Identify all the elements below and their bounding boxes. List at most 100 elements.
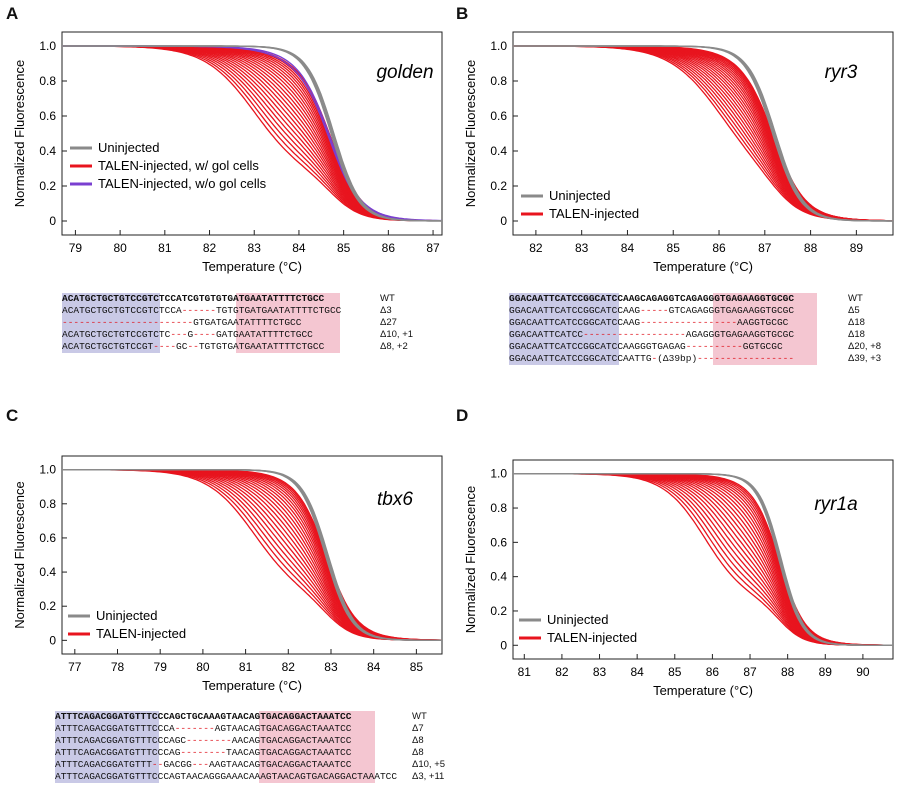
- y-tick-label: 0.4: [490, 144, 507, 158]
- y-tick-label: 1.0: [39, 463, 56, 477]
- mutation-label: Δ10, +1: [380, 329, 414, 340]
- sequence-text: GGACAATTCATCCGGCATCCAAGCAGAGGTCAGAGGGTGA…: [509, 293, 795, 304]
- x-axis-label: Temperature (°C): [202, 259, 302, 274]
- curves-group: [62, 45, 442, 222]
- sequence-text: ATTTCAGACGGATGTTT--GACGG---AAGTAACAGTGAC…: [55, 759, 352, 770]
- x-tick-label: 89: [850, 241, 864, 255]
- sequence-text: ACATGCTGCTGTCCGTCTCCATCGTGTGTGATGAATATTT…: [62, 293, 325, 304]
- sequence-row: ATTTCAGACGGATGTTTCCCAGCTGCAAAGTAACAGTGAC…: [55, 711, 427, 723]
- x-tick-label: 86: [382, 241, 396, 255]
- x-axis-label: Temperature (°C): [653, 683, 753, 698]
- curves-group: [513, 472, 893, 647]
- sequence-row: GGACAATTCATCC------------------AGAGGGTGA…: [509, 329, 865, 341]
- y-tick-label: 0: [500, 214, 507, 228]
- sequence-row: GGACAATTCATCCGGCATCCAAG-----GTCAGAGGGTGA…: [509, 305, 860, 317]
- legend-label: TALEN-injected: [549, 206, 639, 221]
- x-tick-label: 82: [529, 241, 543, 255]
- panel-letter: C: [6, 406, 19, 425]
- sequence-text: ATTTCAGACGGATGTTTCCCAGC--------AACAGTGAC…: [55, 735, 352, 746]
- talen-site-right-highlight: [236, 293, 340, 353]
- melt-curve-chart: 0 0.2 0.4 0.6 0.8 1.0 77 78 79 80 81 82 83 84 85 Temper…: [12, 455, 443, 693]
- y-tick-label: 1.0: [39, 39, 56, 53]
- sequence-row: ATTTCAGACGGATGTTTCCCAGTAACAGGGAAACAAAGTA…: [55, 771, 444, 783]
- talen-site-right-highlight: [713, 293, 817, 365]
- legend-label: Uninjected: [547, 612, 608, 627]
- x-tick-label: 82: [555, 665, 569, 679]
- gene-name: tbx6: [377, 489, 413, 510]
- mutation-label: WT: [380, 293, 395, 304]
- sequence-text: ACATGCTGCTGTCCGT----GC--TGTGTGATGAATATTT…: [62, 341, 325, 352]
- x-tick-label: 82: [203, 241, 217, 255]
- x-axis-label: Temperature (°C): [653, 259, 753, 274]
- x-tick-label: 83: [248, 241, 262, 255]
- sequence-text: ATTTCAGACGGATGTTTCCCA-------AGTAACAGTGAC…: [55, 723, 352, 734]
- y-tick-label: 0.4: [39, 144, 56, 158]
- melt-curve-chart: 0 0.2 0.4 0.6 0.8 1.0 79 80 81 82 83 84 85 86 87 Temper…: [12, 31, 443, 274]
- x-tick-label: 85: [337, 241, 351, 255]
- y-tick-label: 0.6: [490, 109, 507, 123]
- x-tick-label: 79: [154, 660, 168, 674]
- y-tick-label: 0.8: [39, 74, 56, 88]
- x-tick-label: 83: [575, 241, 589, 255]
- mutation-label: Δ18: [848, 329, 865, 340]
- x-tick-label: 86: [706, 665, 720, 679]
- plot-frame: [512, 459, 894, 660]
- plot-frame: [512, 31, 894, 236]
- panel-c: C 0 0.2 0.4 0.6 0.8 1.0 77 78 79 80 81 82 83 84 85 Temp…: [0, 400, 450, 800]
- y-tick-label: 0.8: [39, 497, 56, 511]
- x-tick-label: 87: [758, 241, 772, 255]
- legend-label: Uninjected: [549, 188, 610, 203]
- x-tick-label: 78: [111, 660, 125, 674]
- x-tick-label: 84: [621, 241, 635, 255]
- x-tick-label: 80: [113, 241, 127, 255]
- mutation-label: Δ8, +2: [380, 341, 408, 352]
- mutation-label: Δ3, +11: [412, 771, 445, 782]
- panel-d: D 0 0.2 0.4 0.6 0.8 1.0 81 82 83 84 85 86 87 88 89 90 Te…: [451, 400, 902, 800]
- x-tick-label: 89: [819, 665, 833, 679]
- sequence-alignment: ATTTCAGACGGATGTTTCCCAGCTGCAAAGTAACAGTGAC…: [55, 711, 445, 783]
- talen-site-left-highlight: [509, 293, 619, 365]
- curves-group: [513, 45, 893, 222]
- plot-frame: [61, 455, 443, 655]
- panel-b: B 0 0.2 0.4 0.6 0.8 1.0 82 83 84 85 86 87 88 89 Temper…: [451, 0, 902, 395]
- gene-name: golden: [376, 62, 433, 83]
- x-tick-label: 84: [292, 241, 306, 255]
- sequence-row: GGACAATTCATCCGGCATCCAAG-----------------…: [509, 317, 865, 329]
- y-tick-label: 0: [500, 638, 507, 652]
- panel-letter: B: [456, 4, 469, 23]
- uninjected-curve: [62, 45, 442, 222]
- talen-site-right-highlight: [259, 711, 375, 783]
- sequence-row: ACATGCTGCTGTCCGTCTCCATCGTGTGTGATGAATATTT…: [62, 293, 395, 305]
- x-tick-label: 81: [518, 665, 532, 679]
- x-tick-label: 81: [239, 660, 253, 674]
- panel-letter: D: [456, 406, 469, 425]
- y-tick-label: 0: [49, 214, 56, 228]
- sequence-row: GGACAATTCATCCGGCATCCAAGCAGAGGTCAGAGGGTGA…: [509, 293, 863, 305]
- x-tick-label: 85: [410, 660, 424, 674]
- x-tick-label: 85: [668, 665, 682, 679]
- y-tick-label: 1.0: [490, 467, 507, 481]
- sequence-row: ATTTCAGACGGATGTTTCCCA-------AGTAACAGTGAC…: [55, 723, 424, 735]
- sequence-text: ATTTCAGACGGATGTTTCCCAGTAACAGGGAAACAAAGTA…: [55, 771, 398, 782]
- x-tick-label: 79: [69, 241, 83, 255]
- y-tick-label: 0.2: [39, 599, 56, 613]
- mutation-label: Δ10, +5: [412, 759, 446, 770]
- y-axis-label: Normalized Fluorescence: [463, 60, 478, 207]
- sequence-row: ATTTCAGACGGATGTTTCCCAG--------TAACAGTGAC…: [55, 747, 424, 759]
- sequence-row: -----------------------GTGATGAATATTTTCTG…: [62, 317, 397, 329]
- sequence-text: GGACAATTCATCCGGCATCCAAG-----------------…: [509, 317, 789, 328]
- y-tick-label: 0.2: [490, 179, 507, 193]
- sequence-text: ACATGCTGCTGTCCGTCTCCA------TGTGTGATGAATA…: [62, 305, 342, 316]
- y-tick-label: 0.6: [490, 535, 507, 549]
- melt-curve-chart: 0 0.2 0.4 0.6 0.8 1.0 82 83 84 85 86 87 88 89 Temperat…: [463, 31, 894, 274]
- x-tick-label: 81: [158, 241, 172, 255]
- y-tick-label: 0.2: [39, 179, 56, 193]
- x-tick-label: 77: [68, 660, 82, 674]
- sequence-alignment: GGACAATTCATCCGGCATCCAAGCAGAGGTCAGAGGGTGA…: [509, 293, 881, 365]
- sequence-row: GGACAATTCATCCGGCATCCAATTG-(Δ39bp)-------…: [509, 353, 881, 365]
- sequence-text: ATTTCAGACGGATGTTTCCCAG--------TAACAGTGAC…: [55, 747, 352, 758]
- x-tick-label: 83: [324, 660, 338, 674]
- x-tick-label: 83: [593, 665, 607, 679]
- x-tick-label: 86: [712, 241, 726, 255]
- uninjected-curve: [513, 472, 893, 647]
